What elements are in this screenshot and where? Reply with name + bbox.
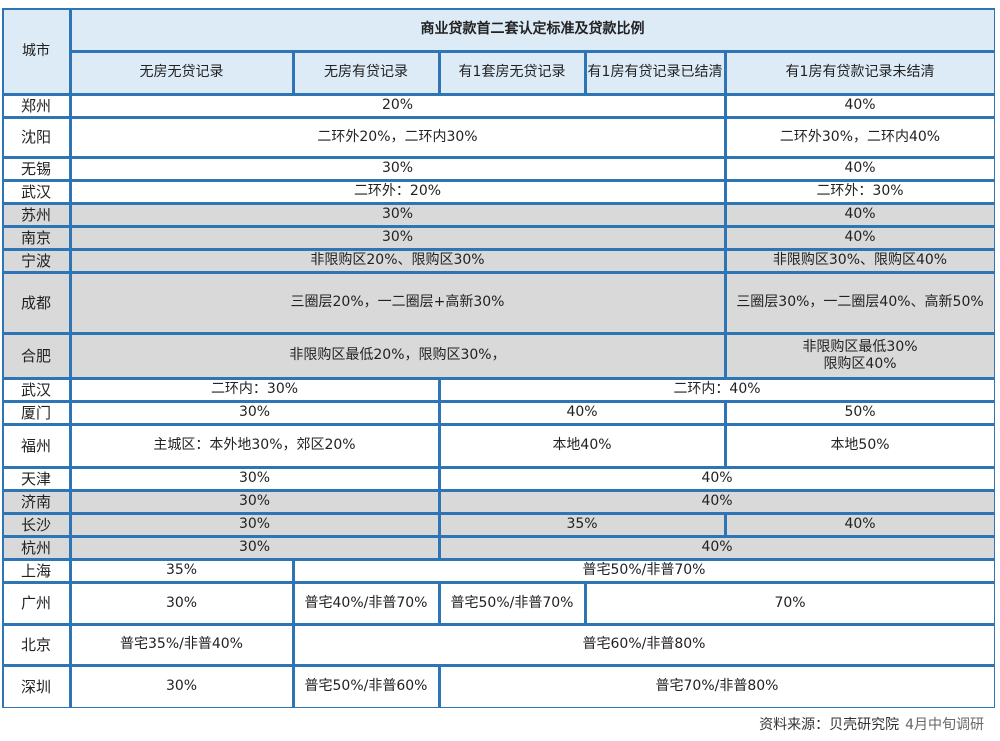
ratio-cell: 三圈层20%，一二圈层+高新30% xyxy=(71,273,724,332)
ratio-cell: 35% xyxy=(440,514,724,535)
city-name-cell: 天津 xyxy=(3,468,69,489)
city-name-cell: 杭州 xyxy=(3,537,69,558)
ratio-cell: 普宅40%/非普70% xyxy=(294,583,438,623)
city-name-cell: 上海 xyxy=(3,560,69,581)
city-name-cell: 武汉 xyxy=(3,379,69,400)
ratio-cell: 主城区：本外地30%，郊区20% xyxy=(71,425,438,466)
city-name-cell: 无锡 xyxy=(3,158,69,179)
ratio-cell: 30% xyxy=(71,537,438,558)
ratio-cell: 本地40% xyxy=(440,425,724,466)
ratio-cell: 30% xyxy=(71,468,438,489)
table-title: 商业贷款首二套认定标准及贷款比例 xyxy=(71,9,994,50)
city-column-header: 城市 xyxy=(3,9,69,93)
ratio-cell: 40% xyxy=(440,468,994,489)
column-header: 有1房有贷款记录未结清 xyxy=(726,52,994,93)
ratio-cell: 35% xyxy=(71,560,292,581)
column-header: 无房无贷记录 xyxy=(71,52,292,93)
ratio-cell: 二环外：20% xyxy=(71,181,724,202)
ratio-cell: 非限购区20%、限购区30% xyxy=(71,250,724,271)
source-text: 资料来源：贝壳研究院 xyxy=(759,717,900,733)
ratio-cell: 30% xyxy=(71,583,292,623)
ratio-cell: 50% xyxy=(726,402,994,423)
ratio-cell: 30% xyxy=(71,514,438,535)
ratio-cell: 二环内：30% xyxy=(71,379,438,400)
ratio-cell: 普宅50%/非普70% xyxy=(294,560,994,581)
ratio-cell: 40% xyxy=(440,491,994,512)
ratio-cell: 20% xyxy=(71,95,724,116)
ratio-cell: 普宅50%/非普60% xyxy=(294,666,438,707)
ratio-cell: 40% xyxy=(726,227,994,248)
city-name-cell: 郑州 xyxy=(3,95,69,116)
survey-date-text: 4月中旬调研 xyxy=(905,717,984,733)
ratio-cell: 非限购区最低20%，限购区30%， xyxy=(71,334,724,377)
ratio-cell: 30% xyxy=(71,666,292,707)
ratio-cell: 普宅50%/非普70% xyxy=(440,583,584,623)
city-name-cell: 宁波 xyxy=(3,250,69,271)
ratio-cell: 本地50% xyxy=(726,425,994,466)
ratio-cell: 40% xyxy=(726,204,994,225)
city-name-cell: 济南 xyxy=(3,491,69,512)
city-name-cell: 长沙 xyxy=(3,514,69,535)
city-name-cell: 福州 xyxy=(3,425,69,466)
ratio-cell: 30% xyxy=(71,204,724,225)
city-name-cell: 深圳 xyxy=(3,666,69,707)
ratio-cell: 30% xyxy=(71,491,438,512)
ratio-cell: 普宅35%/非普40% xyxy=(71,625,292,664)
ratio-cell: 二环外：30% xyxy=(726,181,994,202)
ratio-cell: 非限购区30%、限购区40% xyxy=(726,250,994,271)
ratio-cell: 40% xyxy=(726,514,994,535)
ratio-cell: 二环外20%，二环内30% xyxy=(71,118,724,156)
ratio-cell: 普宅60%/非普80% xyxy=(294,625,994,664)
city-name-cell: 武汉 xyxy=(3,181,69,202)
source-note: 资料来源：贝壳研究院 4月中旬调研 xyxy=(759,714,984,734)
ratio-cell: 三圈层30%，一二圈层40%、高新50% xyxy=(726,273,994,332)
ratio-cell: 非限购区最低30% 限购区40% xyxy=(726,334,994,377)
city-name-cell: 北京 xyxy=(3,625,69,664)
city-name-cell: 成都 xyxy=(3,273,69,332)
city-name-cell: 合肥 xyxy=(3,334,69,377)
ratio-cell: 40% xyxy=(726,158,994,179)
ratio-cell: 二环外30%，二环内40% xyxy=(726,118,994,156)
ratio-cell: 普宅70%/非普80% xyxy=(440,666,994,707)
ratio-cell: 40% xyxy=(440,402,724,423)
ratio-cell: 30% xyxy=(71,227,724,248)
ratio-cell: 70% xyxy=(586,583,994,623)
ratio-cell: 40% xyxy=(440,537,994,558)
city-name-cell: 苏州 xyxy=(3,204,69,225)
ratio-cell: 40% xyxy=(726,95,994,116)
city-name-cell: 广州 xyxy=(3,583,69,623)
ratio-cell: 30% xyxy=(71,158,724,179)
column-header: 有1房有贷记录已结清 xyxy=(586,52,724,93)
ratio-cell: 30% xyxy=(71,402,438,423)
city-name-cell: 厦门 xyxy=(3,402,69,423)
ratio-cell: 二环内：40% xyxy=(440,379,994,400)
city-name-cell: 沈阳 xyxy=(3,118,69,156)
city-name-cell: 南京 xyxy=(3,227,69,248)
column-header: 有1套房无贷记录 xyxy=(440,52,584,93)
column-header: 无房有贷记录 xyxy=(294,52,438,93)
